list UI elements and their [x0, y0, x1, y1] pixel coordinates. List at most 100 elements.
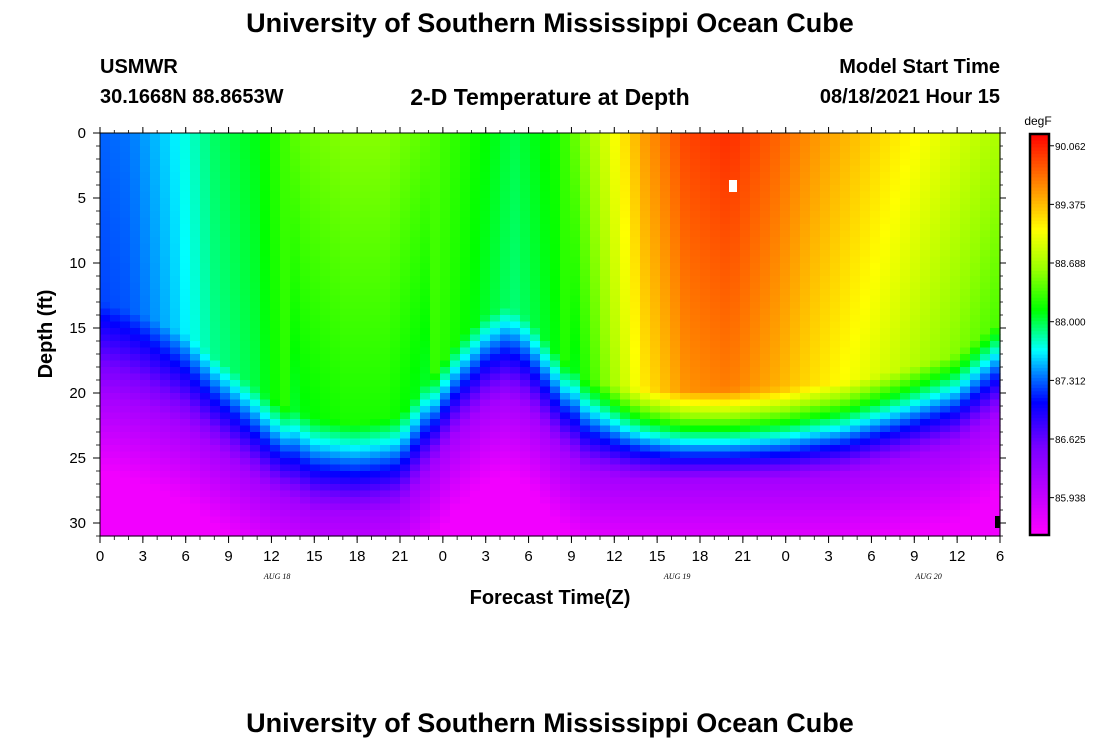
heatmap-cell [890, 334, 901, 342]
heatmap-cell [330, 302, 341, 310]
heatmap-cell [130, 503, 141, 511]
heatmap-cell [170, 516, 181, 524]
heatmap-cell [230, 399, 241, 407]
heatmap-cell [110, 354, 121, 362]
heatmap-cell [390, 341, 401, 349]
heatmap-cell [160, 328, 171, 336]
heatmap-cell [170, 484, 181, 492]
heatmap-cell [680, 256, 691, 264]
heatmap-cell [300, 406, 311, 414]
heatmap-cell [790, 477, 801, 485]
heatmap-cell [290, 510, 301, 518]
heatmap-cell [250, 172, 261, 180]
heatmap-cell [740, 198, 751, 206]
heatmap-cell [590, 432, 601, 440]
heatmap-cell [310, 354, 321, 362]
heatmap-cell [680, 321, 691, 329]
heatmap-cell [860, 295, 871, 303]
heatmap-cell [330, 217, 341, 225]
heatmap-cell [620, 341, 631, 349]
heatmap-cell [730, 328, 741, 336]
heatmap-cell [430, 295, 441, 303]
heatmap-cell [190, 243, 201, 251]
heatmap-cell [190, 224, 201, 232]
heatmap-cell [170, 178, 181, 186]
heatmap-cell [460, 276, 471, 284]
heatmap-cell [800, 464, 811, 472]
heatmap-cell [820, 471, 831, 479]
heatmap-cell [440, 477, 451, 485]
heatmap-cell [750, 243, 761, 251]
heatmap-cell [600, 354, 611, 362]
heatmap-cell [750, 477, 761, 485]
heatmap-cell [280, 425, 291, 433]
heatmap-cell [390, 204, 401, 212]
heatmap-cell [670, 191, 681, 199]
heatmap-cell [270, 406, 281, 414]
heatmap-cell [580, 256, 591, 264]
heatmap-cell [360, 250, 371, 258]
heatmap-cell [220, 438, 231, 446]
heatmap-cell [600, 256, 611, 264]
heatmap-cell [820, 269, 831, 277]
heatmap-cell [130, 308, 141, 316]
heatmap-cell [360, 477, 371, 485]
heatmap-cell [840, 159, 851, 167]
heatmap-cell [890, 263, 901, 271]
heatmap-cell [370, 152, 381, 160]
heatmap-cell [490, 484, 501, 492]
heatmap-cell [390, 211, 401, 219]
heatmap-cell [630, 471, 641, 479]
heatmap-cell [690, 432, 701, 440]
heatmap-cell [210, 328, 221, 336]
heatmap-cell [250, 133, 261, 141]
heatmap-cell [650, 165, 661, 173]
heatmap-cell [230, 406, 241, 414]
heatmap-cell [110, 334, 121, 342]
heatmap-cell [890, 289, 901, 297]
heatmap-cell [500, 347, 511, 355]
heatmap-cell [440, 510, 451, 518]
heatmap-cell [720, 373, 731, 381]
heatmap-cell [540, 256, 551, 264]
heatmap-cell [210, 139, 221, 147]
heatmap-cell [520, 159, 531, 167]
heatmap-cell [570, 185, 581, 193]
heatmap-cell [710, 178, 721, 186]
heatmap-cell [590, 503, 601, 511]
heatmap-cell [260, 308, 271, 316]
heatmap-cell [120, 516, 131, 524]
heatmap-cell [260, 237, 271, 245]
heatmap-cell [290, 289, 301, 297]
heatmap-cell [630, 484, 641, 492]
heatmap-cell [720, 204, 731, 212]
heatmap-cell [200, 399, 211, 407]
heatmap-cell [200, 321, 211, 329]
heatmap-cell [710, 139, 721, 147]
heatmap-cell [320, 529, 331, 537]
heatmap-cell [800, 393, 811, 401]
heatmap-cell [850, 139, 861, 147]
heatmap-cell [360, 243, 371, 251]
heatmap-cell [290, 328, 301, 336]
heatmap-cell [830, 367, 841, 375]
heatmap-cell [520, 224, 531, 232]
heatmap-cell [410, 412, 421, 420]
heatmap-cell [770, 269, 781, 277]
heatmap-cell [640, 523, 651, 531]
heatmap-cell [230, 302, 241, 310]
heatmap-cell [860, 165, 871, 173]
heatmap-cell [690, 165, 701, 173]
heatmap-cell [210, 276, 221, 284]
heatmap-cell [110, 230, 121, 238]
heatmap-cell [830, 328, 841, 336]
heatmap-cell [250, 276, 261, 284]
heatmap-cell [270, 412, 281, 420]
heatmap-cell [580, 464, 591, 472]
heatmap-cell [250, 204, 261, 212]
heatmap-cell [350, 367, 361, 375]
heatmap-cell [460, 237, 471, 245]
heatmap-cell [460, 282, 471, 290]
heatmap-cell [280, 347, 291, 355]
heatmap-cell [160, 172, 171, 180]
